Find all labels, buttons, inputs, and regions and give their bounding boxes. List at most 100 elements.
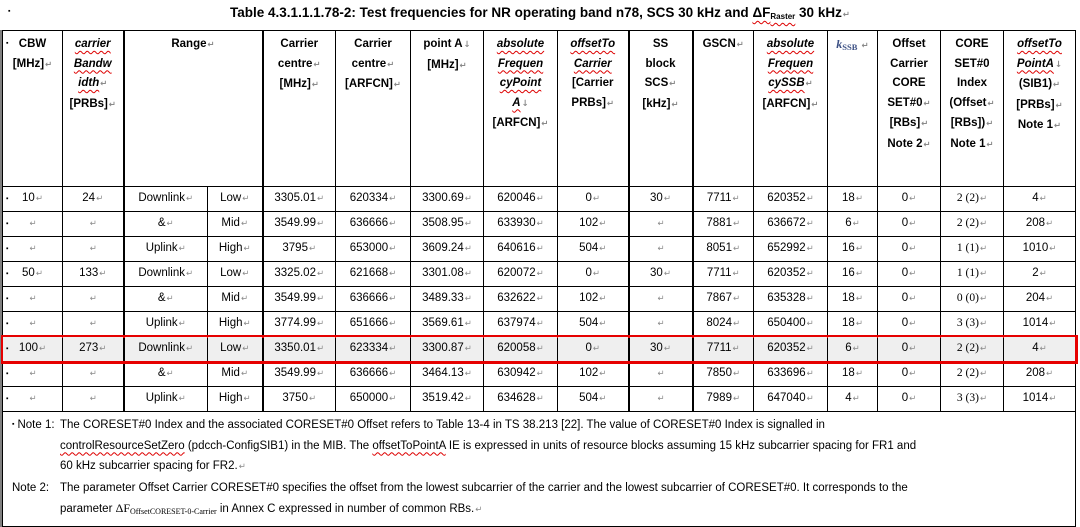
cell-r3-c1: ▪ ↵ [2, 236, 63, 262]
change-marker-bullet: ▪ [6, 320, 9, 328]
header-line: Carrier [265, 35, 335, 55]
cell-r7-c3: Downlink↵ [122, 336, 208, 362]
text-segment: Note 1 [950, 137, 986, 150]
pilcrow-mark: ↵ [732, 219, 741, 229]
cell-r8-c11: 7850↵ [691, 361, 754, 387]
cell-r4-c10: 30↵ [627, 261, 693, 287]
header-line: [ARFCN]↵ [337, 75, 409, 96]
note-label: Note 1: [17, 419, 55, 431]
cell-value: 3464.13 [422, 367, 464, 379]
cell-r2-c4: Mid↵ [207, 211, 263, 237]
pilcrow-mark: ↵ [909, 244, 917, 254]
col-offset-to-carrier: offsetTo Carrier [Carrier PRBs]↵ [557, 30, 629, 187]
cell-r9-c15: 3 (3)↵ [940, 386, 1004, 412]
pilcrow-mark: ↵ [592, 344, 601, 354]
header-line: Note 2↵ [879, 135, 939, 156]
pilcrow-mark: ↵ [852, 394, 860, 404]
cell-r8-c9: 102↵ [557, 361, 629, 387]
cell-value: 650000 [349, 392, 389, 404]
pilcrow-mark: ↵ [657, 244, 665, 254]
linebreak-mark: ↓ [463, 40, 471, 50]
change-marker-bullet: ▪ [6, 395, 9, 403]
pilcrow-mark: ↵ [89, 244, 97, 254]
cell-value: 504 [579, 392, 599, 404]
change-bar [0, 30, 2, 527]
cell-r8-c2: ↵ [62, 361, 124, 387]
pilcrow-mark: ↵ [732, 294, 741, 304]
pilcrow-mark: ↵ [671, 99, 679, 110]
cell-value: 621668 [349, 267, 389, 279]
cell-value: 636672 [767, 217, 806, 229]
cell-r4-c3: Downlink↵ [122, 261, 208, 287]
table-row: ▪ ↵ ↵ Uplink↵ High↵ 3774.99↵ 651666↵ 3569.61↵ 63… [2, 311, 1076, 337]
header-line: point A↓ [412, 35, 482, 56]
text-segment: Carrier [354, 38, 392, 50]
cell-value: 1014 [1022, 317, 1049, 329]
cell-r5-c7: 3489.33↵ [410, 286, 484, 312]
pilcrow-mark: ↵ [242, 344, 250, 354]
text-segment: k [836, 37, 843, 51]
note-line: controlResourceSetZero (pdcch-ConfigSIB1… [12, 436, 1069, 457]
cell-value: 3 (3) [956, 317, 979, 329]
pilcrow-mark: ↵ [316, 369, 325, 379]
cell-value: 2 (2) [956, 192, 979, 204]
text-segment: Carrier [890, 57, 928, 70]
cell-value: 6 [845, 342, 852, 354]
header-line: Offset [879, 35, 939, 55]
cell-r7-c4: Low↵ [207, 336, 263, 362]
pilcrow-mark: ↵ [99, 344, 107, 354]
pilcrow-mark: ↵ [732, 319, 741, 329]
cell-r7-c1: ▪ 100↵ [2, 336, 63, 362]
cell-r9-c7: 3519.42↵ [410, 386, 484, 412]
cell-r6-c11: 8024↵ [691, 311, 754, 337]
pilcrow-mark: ↵ [979, 319, 988, 329]
pilcrow-mark: ↵ [308, 244, 317, 254]
cell-value: 16 [842, 242, 855, 254]
pilcrow-mark: ↵ [536, 194, 544, 204]
pilcrow-mark: ↵ [387, 59, 395, 70]
pilcrow-mark: ↵ [599, 394, 607, 404]
header-line: Frequen [485, 55, 556, 75]
pilcrow-mark: ↵ [861, 41, 869, 51]
pilcrow-mark: ↵ [979, 269, 988, 279]
cell-value: 102 [579, 217, 599, 229]
cell-r5-c9: 102↵ [557, 286, 629, 312]
pilcrow-mark: ↵ [316, 219, 325, 229]
pilcrow-mark: ↵ [240, 219, 249, 229]
text-segment: SET#0 [887, 96, 923, 109]
pilcrow-mark: ↵ [242, 194, 250, 204]
pilcrow-mark: ↵ [316, 269, 325, 279]
header-line: [PRBs]↵ [64, 95, 122, 116]
cell-value: 640616 [497, 242, 536, 254]
cell-value: 3508.95 [422, 217, 464, 229]
cell-r3-c9: 504↵ [557, 236, 629, 262]
cell-value: 4 [845, 392, 852, 404]
pilcrow-mark: ↵ [1055, 100, 1063, 111]
pilcrow-mark: ↵ [979, 344, 988, 354]
text-segment: absolute [496, 38, 545, 50]
cell-r4-c8: 620072↵ [483, 261, 558, 287]
pilcrow-mark: ↵ [389, 244, 397, 254]
pilcrow-mark: ↵ [806, 244, 814, 254]
pilcrow-mark: ↵ [842, 10, 850, 20]
pilcrow-mark: ↵ [986, 119, 994, 129]
pilcrow-mark: ↵ [29, 219, 37, 229]
cell-r2-c9: 102↵ [557, 211, 629, 237]
cell-r7-c10: 30↵ [627, 336, 693, 362]
pilcrow-mark: ↵ [909, 394, 917, 404]
cell-value: 10 [22, 192, 35, 204]
pilcrow-mark: ↵ [536, 344, 544, 354]
cell-r7-c15: 2 (2)↵ [940, 336, 1004, 362]
pilcrow-mark: ↵ [1054, 121, 1062, 131]
text-segment: SET#0 [954, 57, 990, 70]
text-segment: (SIB1) [1018, 78, 1053, 90]
cell-value: 102 [579, 292, 599, 304]
note-line: ▪ Note 1: The CORESET#0 Index and the asso… [12, 415, 1069, 436]
pilcrow-mark: ↵ [464, 369, 472, 379]
page-change-bullet: ▪ [8, 8, 11, 15]
table-caption: Table 4.3.1.1.1.78-2: Test frequencies f… [0, 5, 1080, 21]
pilcrow-mark: ↵ [464, 244, 472, 254]
cell-r5-c10: ↵ [627, 286, 693, 312]
cell-value: 3549.99 [274, 367, 316, 379]
cell-value: 3300.87 [422, 342, 464, 354]
